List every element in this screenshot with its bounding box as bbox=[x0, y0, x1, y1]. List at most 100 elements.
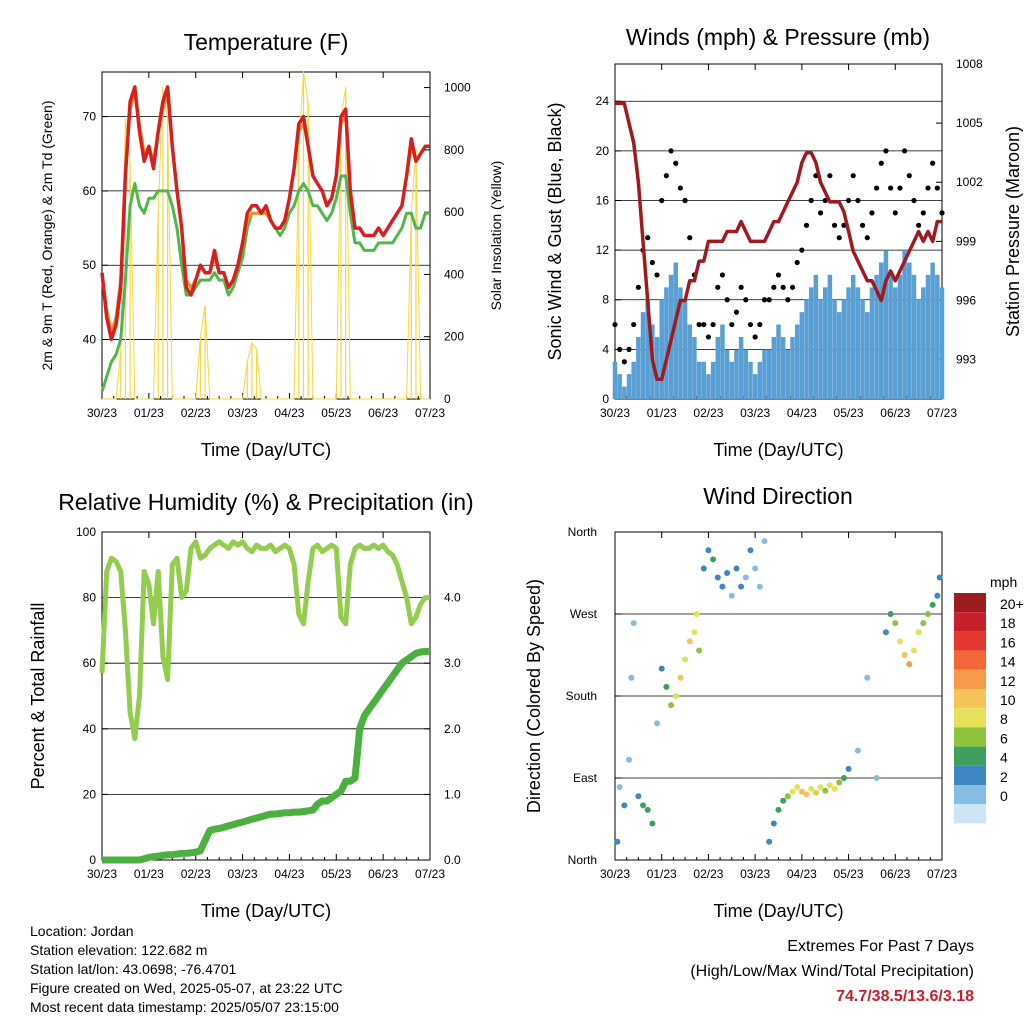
temperature-ylabel: 2m & 9m T (Red, Orange) & 2m Td (Green) bbox=[39, 101, 55, 371]
gust-point bbox=[794, 259, 800, 266]
legend-swatch bbox=[954, 593, 986, 613]
gust-point bbox=[701, 321, 707, 328]
gust-point bbox=[757, 321, 763, 328]
gust-point bbox=[930, 160, 936, 166]
winds-ytick-label: 0 bbox=[602, 392, 609, 406]
direction-point bbox=[864, 674, 871, 681]
temperature-ytick-label: 70 bbox=[83, 110, 97, 124]
gust-point bbox=[654, 272, 660, 278]
gust-point bbox=[883, 148, 889, 154]
direction-point bbox=[714, 574, 721, 581]
legend-label: 18 bbox=[1000, 615, 1016, 631]
gust-point bbox=[906, 173, 912, 179]
gust-point bbox=[888, 185, 894, 191]
gust-point bbox=[752, 334, 758, 340]
humidity-title: Relative Humidity (%) & Precipitation (i… bbox=[58, 489, 473, 515]
gust-point bbox=[789, 284, 796, 290]
humidity-ytick-right-label: 2.0 bbox=[444, 722, 461, 736]
gust-point bbox=[682, 197, 688, 204]
extremes-subtitle: (High/Low/Max Wind/Total Precipitation) bbox=[690, 963, 974, 980]
wind_direction-xtick-label: 30/23 bbox=[600, 867, 630, 881]
direction-point bbox=[644, 806, 651, 813]
gust-point bbox=[827, 173, 833, 179]
winds-xtick-label: 04/23 bbox=[787, 406, 817, 420]
gust-point bbox=[902, 148, 908, 154]
legend-swatch bbox=[954, 765, 986, 785]
humidity-ytick-label: 60 bbox=[83, 656, 97, 670]
gust-point bbox=[878, 160, 884, 166]
legend-swatch bbox=[954, 612, 986, 632]
humidity-ytick-right-label: 0.0 bbox=[444, 853, 461, 867]
wind-direction-ytick-label: North bbox=[568, 853, 597, 867]
direction-point bbox=[803, 791, 810, 798]
direction-point bbox=[892, 620, 899, 627]
legend-swatch bbox=[954, 631, 986, 651]
legend-label: 8 bbox=[1000, 711, 1008, 727]
humidity-ytick-label: 40 bbox=[83, 722, 97, 736]
direction-point bbox=[915, 629, 922, 636]
gust-point bbox=[696, 321, 702, 328]
humidity-xlabel: Time (Day/UTC) bbox=[201, 901, 331, 921]
temperature-xtick-label: 04/23 bbox=[274, 406, 304, 420]
humidity-ytick-label: 80 bbox=[83, 591, 97, 605]
temperature-ytick-right-label: 400 bbox=[444, 267, 464, 281]
direction-point bbox=[630, 620, 637, 627]
winds-ytick-right-label: 1005 bbox=[956, 116, 983, 130]
gust-point bbox=[836, 235, 842, 241]
gust-point bbox=[771, 284, 777, 290]
direction-point bbox=[817, 784, 824, 791]
direction-point bbox=[686, 638, 693, 645]
direction-point bbox=[614, 838, 621, 845]
gust-point bbox=[729, 321, 735, 328]
temperature-xtick-label: 05/23 bbox=[321, 406, 351, 420]
gust-point bbox=[911, 197, 917, 204]
legend-swatch bbox=[954, 669, 986, 689]
gust-point bbox=[897, 185, 903, 191]
temperature-ytick-right-label: 600 bbox=[444, 205, 464, 219]
temperature-ytick-right-label: 1000 bbox=[444, 81, 471, 95]
wind_direction-xtick-label: 06/23 bbox=[880, 867, 910, 881]
gust-point bbox=[808, 197, 814, 204]
direction-point bbox=[728, 592, 735, 599]
gust-point bbox=[743, 297, 749, 303]
temperature-ytick-label: 60 bbox=[83, 184, 97, 198]
temperature-xtick-label: 30/23 bbox=[87, 406, 117, 420]
humidity-ytick-label: 20 bbox=[83, 787, 97, 801]
direction-point bbox=[798, 788, 805, 795]
wind_direction-title: Wind Direction bbox=[703, 483, 853, 509]
winds-ytick-label: 24 bbox=[596, 94, 610, 108]
direction-point bbox=[854, 747, 861, 754]
legend-label: 4 bbox=[1000, 750, 1008, 766]
gust-point bbox=[831, 222, 838, 228]
wind-direction-ytick-label: South bbox=[566, 689, 597, 703]
direction-point bbox=[658, 665, 665, 672]
location-text: Location: Jordan bbox=[30, 923, 134, 939]
humidity-xtick-label: 30/23 bbox=[87, 867, 117, 881]
gust-point bbox=[916, 222, 922, 228]
direction-point bbox=[693, 611, 700, 617]
winds-xtick-label: 06/23 bbox=[880, 406, 910, 420]
gust-point bbox=[874, 185, 880, 191]
winds-ytick-label: 16 bbox=[596, 193, 610, 207]
extremes-block: Extremes For Past 7 Days (High/Low/Max W… bbox=[690, 934, 974, 1009]
legend-label: 20+ bbox=[1000, 596, 1024, 612]
humidity-xtick-label: 07/23 bbox=[415, 867, 445, 881]
wind-direction-ytick-label: North bbox=[568, 525, 597, 539]
humidity-xtick-label: 03/23 bbox=[228, 867, 258, 881]
direction-point bbox=[831, 785, 838, 792]
direction-point bbox=[742, 574, 749, 581]
temperature-ylabel-right: Solar Insolation (Yellow) bbox=[488, 161, 504, 311]
station-info: Location: Jordan Station elevation: 122.… bbox=[30, 922, 343, 1017]
direction-point bbox=[696, 647, 703, 654]
direction-point bbox=[924, 611, 931, 617]
direction-point bbox=[887, 611, 894, 617]
winds-xtick-label: 30/23 bbox=[600, 406, 630, 420]
direction-point bbox=[733, 565, 740, 572]
direction-point bbox=[812, 789, 819, 796]
direction-point bbox=[822, 787, 829, 794]
direction-point bbox=[724, 570, 731, 576]
humidity-ytick-right-label: 3.0 bbox=[444, 656, 461, 670]
direction-point bbox=[752, 565, 759, 572]
wind-direction-ylabel: Direction (Colored By Speed) bbox=[524, 579, 544, 813]
